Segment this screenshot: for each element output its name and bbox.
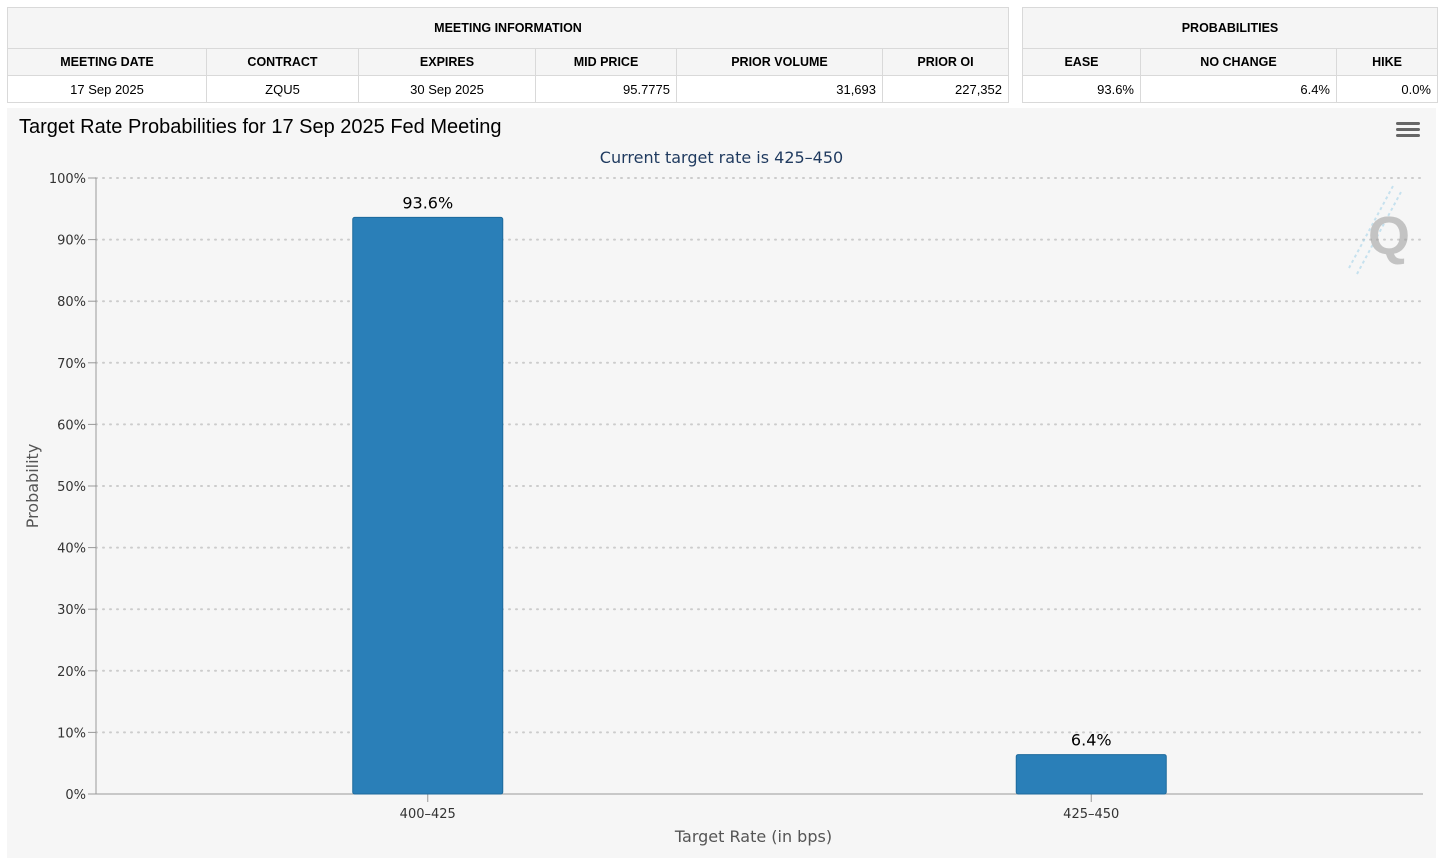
prior-oi-header: PRIOR OI [882, 48, 1009, 76]
chart-panel: 0% 10% 20% 30% 40% 50% 60% 70% 80% 90% 100% 400–425… [7, 108, 1436, 858]
q-logo-icon: Q [1348, 185, 1410, 275]
hike-header: HIKE [1336, 48, 1438, 76]
contract-cell: ZQU5 [206, 75, 359, 103]
y-tick-label: 10% [57, 726, 86, 741]
y-axis-title: Probability [23, 444, 42, 529]
hike-cell: 0.0% [1336, 75, 1438, 103]
grid-lines [95, 177, 1424, 734]
prior-oi-cell: 227,352 [882, 75, 1009, 103]
mid-price-cell: 95.7775 [535, 75, 677, 103]
data-label: 93.6% [402, 193, 453, 212]
no-change-header: NO CHANGE [1140, 48, 1337, 76]
probabilities-header: PROBABILITIES [1022, 7, 1438, 49]
data-label: 6.4% [1071, 731, 1112, 750]
x-axis-title: Target Rate (in bps) [674, 827, 832, 846]
y-tick-label: 100% [49, 172, 86, 187]
x-tick-label: 400–425 [400, 807, 456, 822]
probabilities-table: PROBABILITIES EASE NO CHANGE HIKE 93.6% … [1022, 7, 1438, 103]
y-tick-label: 80% [57, 295, 86, 310]
prior-volume-header: PRIOR VOLUME [676, 48, 883, 76]
y-tick-label: 70% [57, 357, 86, 372]
mid-price-header: MID PRICE [535, 48, 677, 76]
chart-subtitle: Current target rate is 425–450 [599, 148, 844, 167]
chart-title: Target Rate Probabilities for 17 Sep 202… [19, 116, 502, 138]
y-tick-label: 0% [65, 788, 86, 803]
ease-cell: 93.6% [1022, 75, 1141, 103]
meeting-date-cell: 17 Sep 2025 [7, 75, 207, 103]
table-row: 93.6% 6.4% 0.0% [1022, 75, 1438, 103]
meeting-date-header: MEETING DATE [7, 48, 207, 76]
y-tick-label: 20% [57, 665, 86, 680]
y-tick-label: 50% [57, 480, 86, 495]
hamburger-menu-icon[interactable] [1396, 122, 1420, 142]
meeting-information-header: MEETING INFORMATION [7, 7, 1009, 49]
no-change-cell: 6.4% [1140, 75, 1337, 103]
bar-425–450[interactable] [1015, 754, 1167, 795]
y-tick-label: 90% [57, 234, 86, 249]
table-row: 17 Sep 2025 ZQU5 30 Sep 2025 95.7775 31,… [7, 75, 1009, 103]
svg-text:Q: Q [1368, 206, 1410, 266]
expires-header: EXPIRES [358, 48, 536, 76]
chart-canvas: 0% 10% 20% 30% 40% 50% 60% 70% 80% 90% 100% 400–425… [23, 172, 1424, 846]
y-tick-label: 40% [57, 542, 86, 557]
contract-header: CONTRACT [206, 48, 359, 76]
labels: 93.6% 6.4% Target Rate (in bps) Probability [23, 193, 1112, 846]
y-tick-label: 30% [57, 603, 86, 618]
bar-400–425[interactable] [352, 216, 504, 795]
y-tick-label: 60% [57, 418, 86, 433]
prior-volume-cell: 31,693 [676, 75, 883, 103]
axes: 0% 10% 20% 30% 40% 50% 60% 70% 80% 90% 100% 400–425… [49, 172, 1423, 822]
ease-header: EASE [1022, 48, 1141, 76]
meeting-information-table: MEETING INFORMATION MEETING DATE CONTRAC… [7, 7, 1009, 103]
expires-cell: 30 Sep 2025 [358, 75, 536, 103]
x-tick-label: 425–450 [1063, 807, 1119, 822]
bars [352, 216, 1167, 795]
